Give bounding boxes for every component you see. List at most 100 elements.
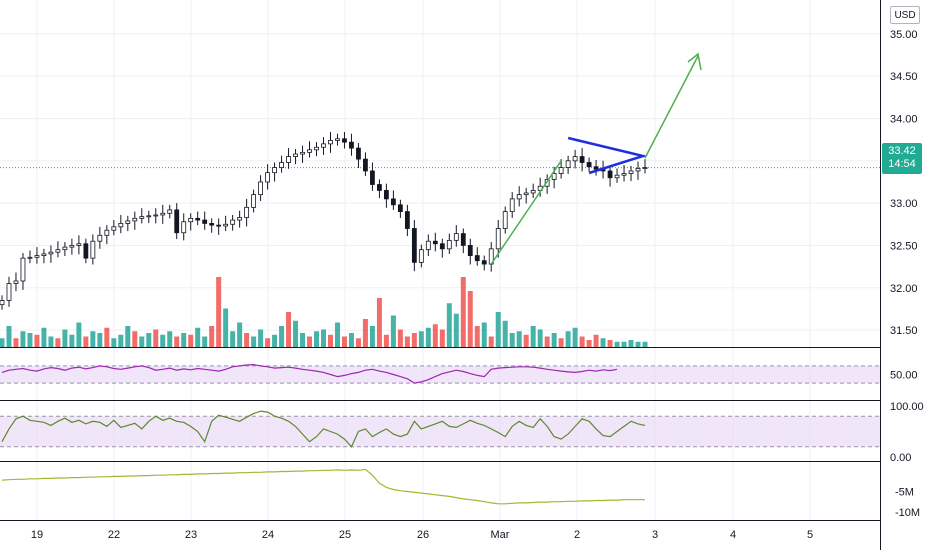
candle[interactable]	[425, 234, 431, 257]
candle[interactable]	[83, 238, 89, 264]
candle[interactable]	[195, 211, 201, 226]
volume-bar	[139, 336, 145, 347]
candle[interactable]	[572, 149, 578, 169]
candle[interactable]	[579, 148, 585, 172]
candle[interactable]	[467, 238, 473, 265]
candle[interactable]	[453, 225, 459, 247]
candle[interactable]	[314, 142, 319, 157]
candle[interactable]	[495, 220, 501, 258]
candle[interactable]	[167, 204, 173, 219]
candle[interactable]	[363, 152, 368, 177]
candle[interactable]	[300, 145, 305, 163]
candle[interactable]	[188, 213, 194, 231]
candle[interactable]	[272, 162, 277, 182]
candle[interactable]	[642, 159, 648, 174]
candle[interactable]	[530, 183, 536, 199]
candle[interactable]	[153, 208, 159, 224]
candle[interactable]	[139, 208, 145, 224]
rsi-pane[interactable]	[0, 363, 880, 384]
candle[interactable]	[474, 247, 480, 266]
candle[interactable]	[244, 198, 250, 227]
candle[interactable]	[293, 148, 298, 165]
candle[interactable]	[286, 148, 291, 169]
candle[interactable]	[544, 174, 550, 194]
candle[interactable]	[516, 186, 522, 207]
candle[interactable]	[76, 235, 82, 255]
candle[interactable]	[356, 143, 361, 168]
candle[interactable]	[432, 232, 438, 252]
candle[interactable]	[118, 214, 124, 234]
candle[interactable]	[446, 233, 452, 254]
candle[interactable]	[328, 132, 333, 153]
candle[interactable]	[593, 159, 599, 176]
currency-button[interactable]: USD	[890, 6, 920, 24]
candle[interactable]	[397, 199, 403, 218]
candle[interactable]	[621, 165, 627, 182]
candle[interactable]	[635, 161, 641, 180]
candle[interactable]	[41, 248, 47, 264]
candle[interactable]	[307, 141, 312, 158]
candle[interactable]	[404, 204, 410, 237]
candle[interactable]	[216, 218, 222, 235]
candle[interactable]	[181, 213, 187, 241]
candle[interactable]	[488, 242, 494, 272]
candle[interactable]	[586, 157, 592, 172]
candle[interactable]	[62, 242, 68, 257]
candle[interactable]	[607, 165, 613, 187]
candle[interactable]	[384, 183, 389, 208]
candle[interactable]	[146, 210, 152, 224]
candle[interactable]	[69, 238, 75, 255]
candle[interactable]	[104, 225, 110, 245]
stochastic-pane[interactable]	[0, 410, 880, 448]
candle[interactable]	[258, 175, 263, 202]
price-pane[interactable]	[0, 132, 880, 310]
obv-pane[interactable]	[1, 468, 645, 505]
candle[interactable]	[125, 215, 131, 232]
candle[interactable]	[523, 187, 529, 204]
candle[interactable]	[628, 165, 634, 182]
candle[interactable]	[390, 190, 396, 210]
candle[interactable]	[223, 215, 229, 232]
candle[interactable]	[237, 210, 243, 228]
candle[interactable]	[20, 253, 26, 290]
candle[interactable]	[411, 220, 417, 272]
candle[interactable]	[335, 133, 340, 146]
candle[interactable]	[558, 159, 564, 179]
candle[interactable]	[349, 133, 354, 156]
candle[interactable]	[251, 189, 257, 213]
candle[interactable]	[565, 155, 571, 174]
candle[interactable]	[439, 238, 445, 258]
candle[interactable]	[0, 295, 5, 310]
candle[interactable]	[370, 162, 375, 191]
candle[interactable]	[418, 244, 424, 268]
candle[interactable]	[377, 179, 382, 199]
time-axis[interactable]: 19 22 23 24 25 26 Mar 2 3 4 5	[31, 529, 813, 541]
drawing-annotations[interactable]	[490, 52, 702, 265]
candle[interactable]	[160, 204, 166, 224]
candle[interactable]	[614, 168, 620, 183]
candle[interactable]	[509, 192, 515, 218]
candle[interactable]	[13, 272, 19, 292]
candle[interactable]	[279, 155, 284, 173]
candle[interactable]	[209, 218, 215, 233]
candle[interactable]	[460, 228, 466, 254]
candle[interactable]	[321, 137, 326, 155]
candle[interactable]	[132, 211, 138, 230]
candle[interactable]	[90, 234, 96, 265]
candle[interactable]	[6, 276, 12, 307]
price-axis[interactable]: 31.5032.0032.5033.0033.5034.0034.5035.00…	[890, 29, 924, 519]
candle[interactable]	[97, 226, 103, 249]
candle[interactable]	[202, 211, 208, 230]
candle[interactable]	[502, 206, 508, 234]
candle[interactable]	[342, 132, 347, 149]
candle[interactable]	[265, 164, 270, 190]
candle[interactable]	[230, 214, 236, 231]
candle[interactable]	[27, 250, 33, 264]
candle[interactable]	[48, 245, 54, 263]
candle[interactable]	[481, 255, 487, 271]
candle[interactable]	[174, 203, 180, 240]
candle[interactable]	[111, 220, 117, 236]
candle[interactable]	[55, 241, 61, 258]
candle[interactable]	[34, 247, 40, 264]
